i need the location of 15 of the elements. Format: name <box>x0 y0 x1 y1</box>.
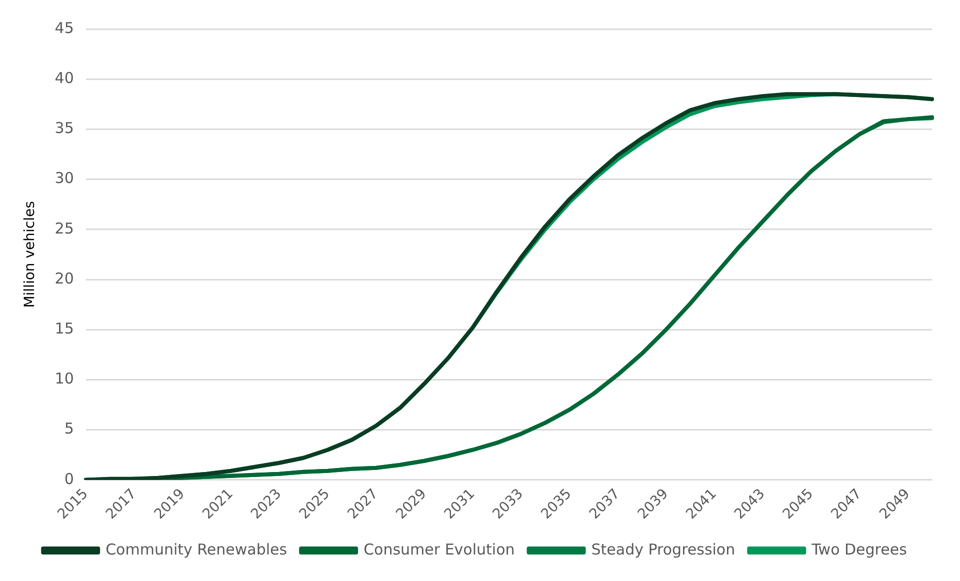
legend-label: Steady Progression <box>591 540 736 558</box>
y-tick-label: 40 <box>54 68 74 87</box>
legend-label: Consumer Evolution <box>364 540 515 558</box>
y-tick-label: 35 <box>54 119 74 138</box>
y-tick-label: 25 <box>54 219 74 238</box>
y-axis-title: Million vehicles <box>22 201 38 308</box>
y-tick-label: 15 <box>54 320 74 338</box>
y-tick-label: 5 <box>64 420 74 438</box>
y-tick-label: 0 <box>64 470 74 488</box>
y-tick-label: 30 <box>54 169 74 188</box>
y-tick-label: 10 <box>54 370 74 388</box>
legend-label: Two Degrees <box>810 540 908 558</box>
y-tick-label: 45 <box>54 18 74 37</box>
y-tick-label: 20 <box>54 269 74 288</box>
legend-label: Community Renewables <box>106 540 288 558</box>
